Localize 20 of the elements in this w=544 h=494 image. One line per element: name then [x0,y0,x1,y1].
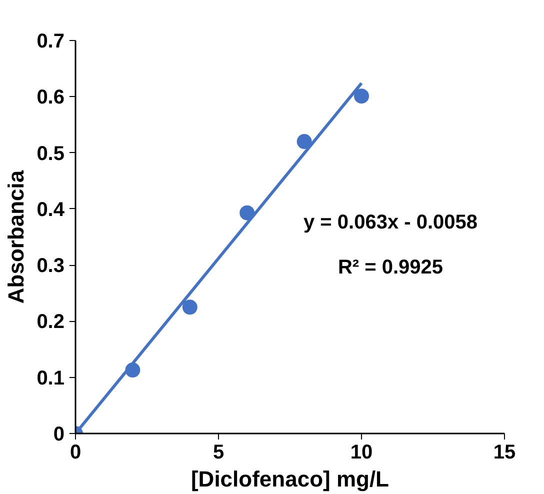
x-tick-label: 10 [350,442,373,464]
x-tick-label: 0 [70,442,82,464]
y-tick-label: 0.2 [36,311,65,334]
point [354,88,369,104]
annotation: y = 0.063x - 0.0058 [303,212,478,234]
point [240,205,255,220]
x-axis-title: [Diclofenaco] mg/L [190,466,390,492]
x-tick-label: 5 [212,442,224,464]
y-tick-label: 0.6 [36,86,65,109]
point [296,134,312,150]
y-tick-label: 0.5 [36,142,65,165]
y-tick-label: 0.3 [36,255,65,278]
annotation: R² = 0.9925 [338,256,444,278]
point [182,300,198,315]
y-tick-label: 0 [53,424,64,446]
y-tick-label: 0.7 [36,30,65,52]
y-tick-label: 0.1 [36,367,65,390]
y-tick-label: 0.4 [36,198,66,221]
y-axis-title: Absorbancia [4,170,29,304]
x-tick-label: 15 [493,442,516,464]
